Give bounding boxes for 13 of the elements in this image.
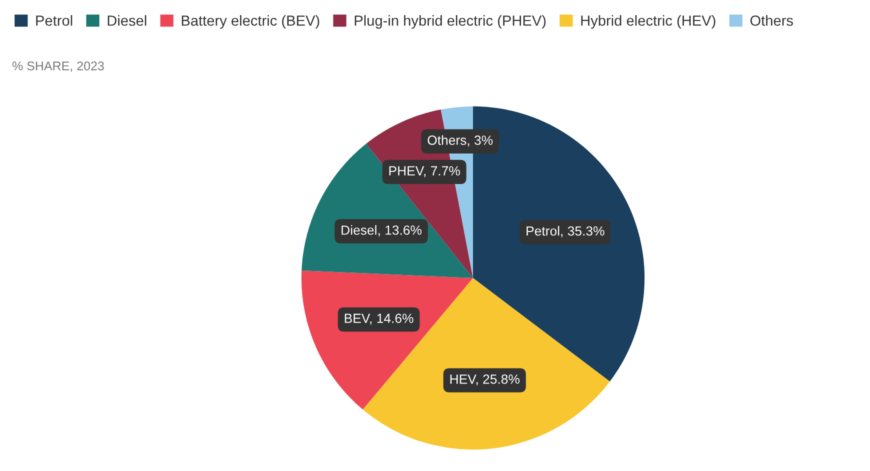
legend-label: Others [750, 15, 793, 26]
data-label: Petrol, 35.3% [526, 226, 604, 238]
legend-label: Petrol [36, 15, 72, 26]
data-label: Diesel, 13.6% [342, 225, 422, 236]
legend-label: Plug-in hybrid electric (PHEV) [354, 15, 546, 29]
data-label: BEV, 14.6% [344, 314, 414, 325]
data-label: HEV, 25.8% [450, 374, 520, 386]
legend-label: Hybrid electric (HEV) [581, 15, 716, 29]
data-label: Others, 3% [428, 135, 493, 146]
text: % SHARE, 2023 [12, 62, 104, 72]
data-label: PHEV, 7.7% [389, 166, 460, 178]
legend-label: Diesel [108, 15, 146, 26]
legend-label: Battery electric (BEV) [182, 15, 320, 29]
